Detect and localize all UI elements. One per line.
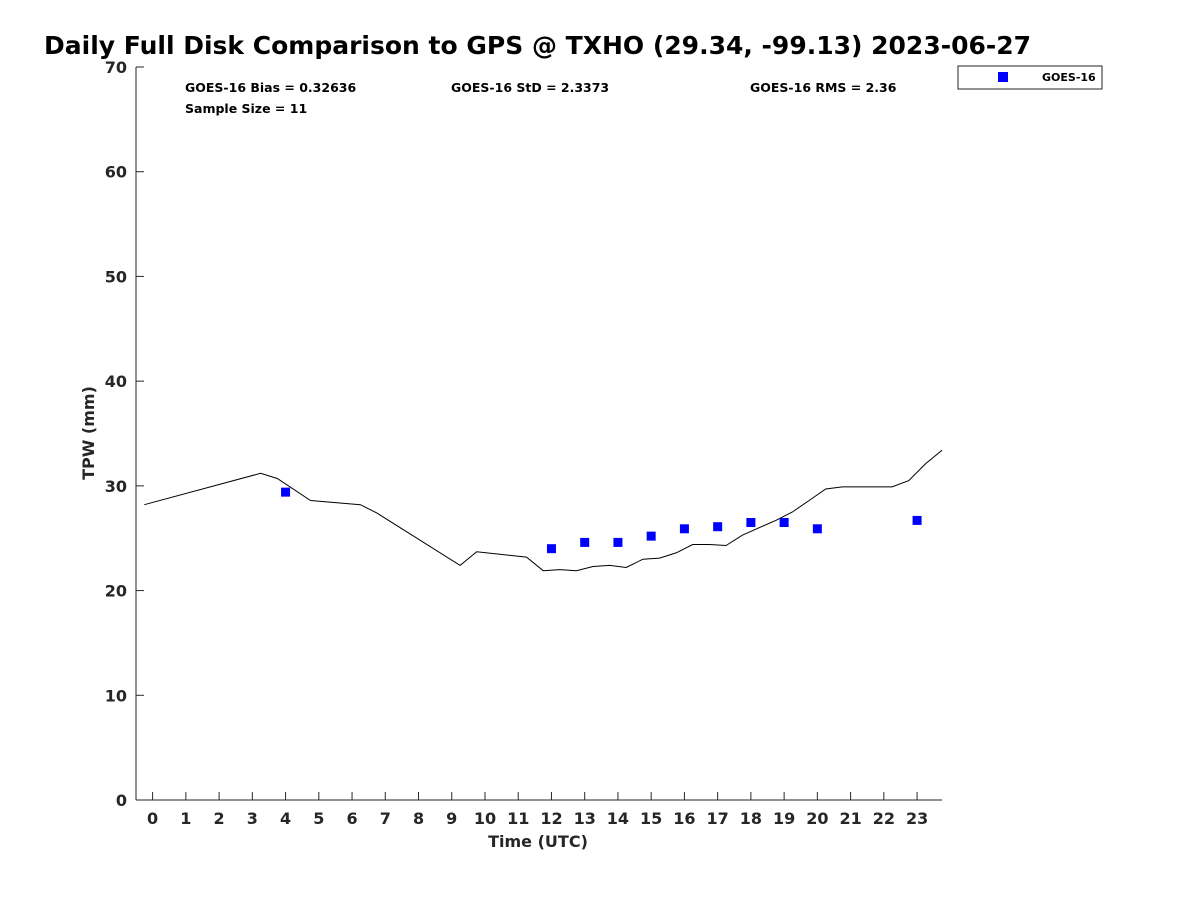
x-tick-label: 3 [247,809,258,828]
rms-stat: GOES-16 RMS = 2.36 [750,80,897,95]
goes16-point [613,537,623,547]
x-tick-label: 11 [507,809,529,828]
x-tick-label: 13 [574,809,596,828]
x-tick-label: 18 [740,809,762,828]
x-tick-label: 8 [413,809,424,828]
chart-title: Daily Full Disk Comparison to GPS @ TXHO… [44,31,1031,60]
y-tick-label: 50 [105,267,127,286]
goes16-point [713,522,723,532]
x-tick-label: 6 [346,809,357,828]
x-tick-label: 21 [839,809,861,828]
x-tick-label: 14 [607,809,629,828]
std-stat: GOES-16 StD = 2.3373 [451,80,609,95]
goes16-point [779,518,789,528]
x-tick-label: 23 [906,809,928,828]
y-tick-label: 70 [105,58,127,77]
gps-tpw-line [144,449,943,572]
legend-label: GOES-16 [1042,71,1096,84]
x-tick-label: 15 [640,809,662,828]
y-tick-label: 60 [105,163,127,182]
y-tick-label: 10 [105,686,127,705]
goes16-point [812,524,822,534]
goes16-point [546,544,556,554]
x-axis-label: Time (UTC) [488,832,588,851]
y-tick-label: 30 [105,477,127,496]
goes16-point [746,518,756,528]
y-axis-label: TPW (mm) [79,386,98,480]
legend-marker [998,72,1008,82]
goes16-point [912,515,922,525]
x-tick-label: 12 [540,809,562,828]
sample-size-stat: Sample Size = 11 [185,101,307,116]
x-tick-label: 2 [214,809,225,828]
goes16-point [679,524,689,534]
goes16-point [580,537,590,547]
x-tick-label: 1 [180,809,191,828]
legend-box [957,65,1103,90]
series-layer [144,449,943,572]
x-tick-label: 9 [446,809,457,828]
y-tick-label: 40 [105,372,127,391]
x-tick-label: 4 [280,809,291,828]
bias-stat: GOES-16 Bias = 0.32636 [185,80,356,95]
y-tick-label: 0 [116,791,127,810]
x-tick-label: 5 [313,809,324,828]
x-tick-label: 22 [873,809,895,828]
y-tick-label: 20 [105,582,127,601]
x-tick-label: 7 [380,809,391,828]
axes [135,67,942,801]
goes16-point [281,487,291,497]
x-tick-label: 19 [773,809,795,828]
x-tick-label: 0 [147,809,158,828]
legend: GOES-16 [957,65,1103,90]
y-ticks: 0 10 20 30 40 50 60 70 [105,58,144,810]
x-tick-label: 16 [673,809,695,828]
x-tick-label: 20 [806,809,828,828]
x-tick-label: 17 [707,809,729,828]
x-ticks: 0 1 2 3 4 5 6 7 8 9 10 11 12 13 14 15 16 17 18 19 20 21 22 23 [147,792,928,828]
goes16-point [646,531,656,541]
x-tick-label: 10 [474,809,496,828]
